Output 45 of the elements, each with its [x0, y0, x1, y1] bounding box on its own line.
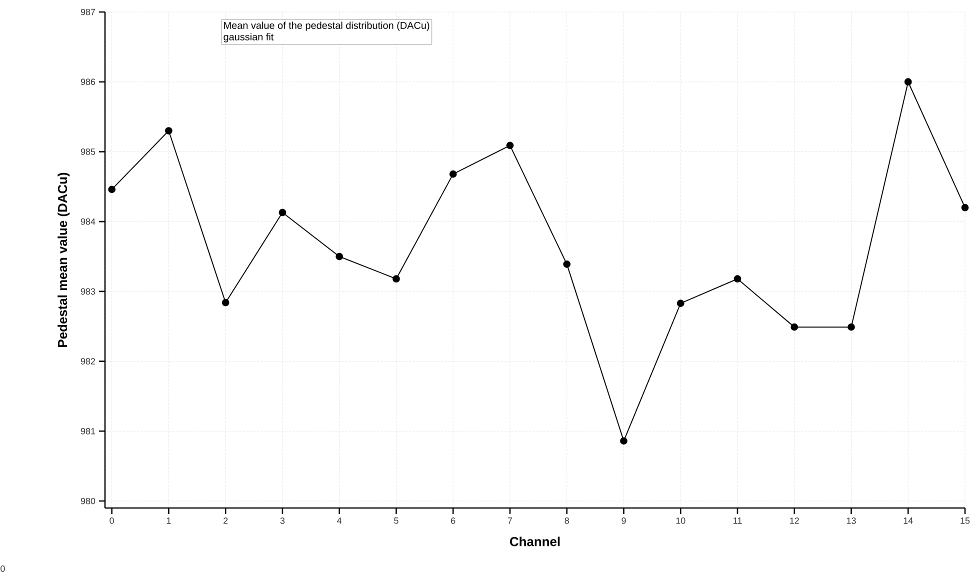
point [165, 127, 172, 134]
x-tick-label: 4 [337, 518, 342, 524]
point [848, 323, 855, 331]
x-tick-label: 15 [960, 518, 970, 524]
x-tick-label: 5 [394, 518, 398, 524]
point [734, 275, 742, 283]
x-tick-label: 14 [904, 518, 913, 524]
y-tick-label: 985 [80, 148, 96, 155]
x-tick-label: 8 [564, 518, 569, 524]
x-tick-label: 12 [790, 518, 799, 524]
x-tick-label: 9 [622, 518, 626, 524]
point [336, 252, 344, 260]
point [563, 260, 571, 268]
text: gaussian fit [224, 33, 274, 42]
point [108, 186, 116, 194]
x-tick-label: 7 [508, 518, 512, 524]
y-tick-label: 983 [80, 288, 96, 295]
text: 0 [0, 565, 5, 572]
y-tick-label: 987 [80, 8, 96, 16]
point [222, 298, 230, 306]
point [676, 300, 684, 307]
x-tick-label: 13 [846, 518, 856, 524]
x-tick-label: 11 [734, 518, 742, 524]
y-tick-label: 984 [80, 218, 96, 225]
y-axis-title: Pedestal mean value (DACu) [58, 172, 70, 347]
x-tick-label: 2 [224, 518, 228, 524]
y-tick-label: 981 [80, 428, 96, 434]
x-tick-label: 6 [451, 518, 456, 524]
x-tick-label: 1 [166, 518, 171, 524]
point [620, 437, 628, 445]
y-tick-label: 980 [80, 498, 96, 504]
y-tick-label: 986 [80, 78, 96, 86]
point [961, 204, 969, 212]
point [904, 78, 912, 86]
point [278, 208, 286, 216]
point [506, 142, 514, 150]
x-tick-label: 10 [676, 518, 686, 524]
y-tick-label: 982 [80, 358, 96, 364]
x-tick-label: 3 [280, 518, 285, 524]
text: Mean value of the pedestal distribution (DACu) [224, 22, 430, 31]
point [392, 275, 400, 283]
point [790, 323, 798, 331]
x-axis-title: Channel [510, 536, 560, 546]
x-tick-label: 0 [110, 518, 114, 524]
point [449, 170, 457, 178]
